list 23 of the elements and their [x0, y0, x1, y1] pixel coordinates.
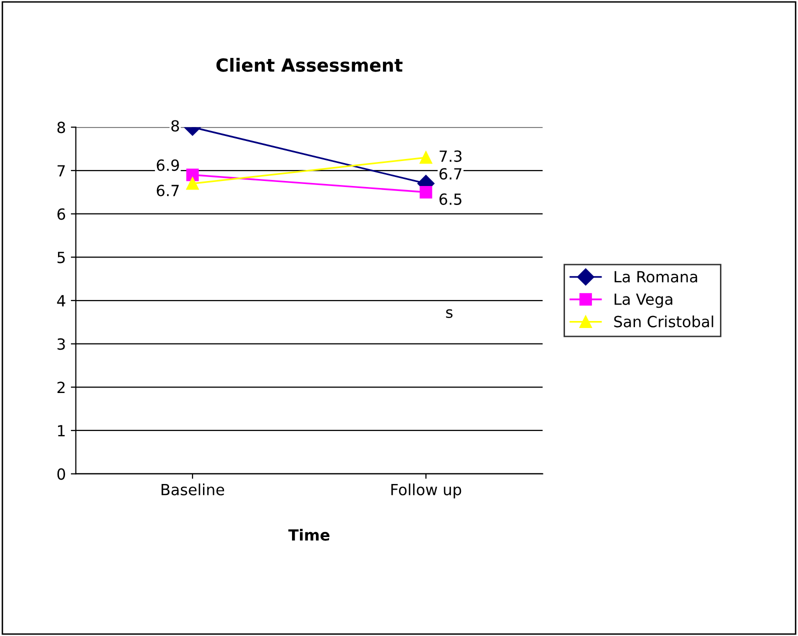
y-tick-label: 1 [58, 425, 65, 436]
y-tick-label: 3 [58, 338, 65, 350]
legend-label: La Romana [614, 271, 698, 283]
y-tick-label: 7 [58, 165, 65, 176]
data-label: 6.7 [156, 184, 179, 196]
y-tick-label: 8 [57, 122, 66, 134]
x-axis-title: Time [288, 528, 330, 541]
y-tick-label: 4 [57, 295, 66, 306]
data-label: 6.5 [440, 193, 462, 205]
y-tick-label: 6 [57, 208, 66, 220]
chart-title: Client Assessment [216, 58, 403, 72]
y-tick-label: 0 [57, 468, 66, 480]
y-tick-label: 2 [57, 382, 65, 393]
legend-label: La Vega [614, 294, 672, 308]
legend-label: San Cristobal [614, 316, 714, 328]
annotation: s [446, 309, 453, 318]
data-label: 7.3 [440, 150, 462, 162]
data-label: 8 [171, 120, 179, 132]
x-tick-label: Follow up [391, 484, 462, 498]
y-tick-label: 5 [58, 252, 65, 264]
data-label: 6.7 [440, 168, 462, 180]
x-tick-label: Baseline [162, 484, 224, 496]
data-label: 6.9 [156, 159, 179, 171]
